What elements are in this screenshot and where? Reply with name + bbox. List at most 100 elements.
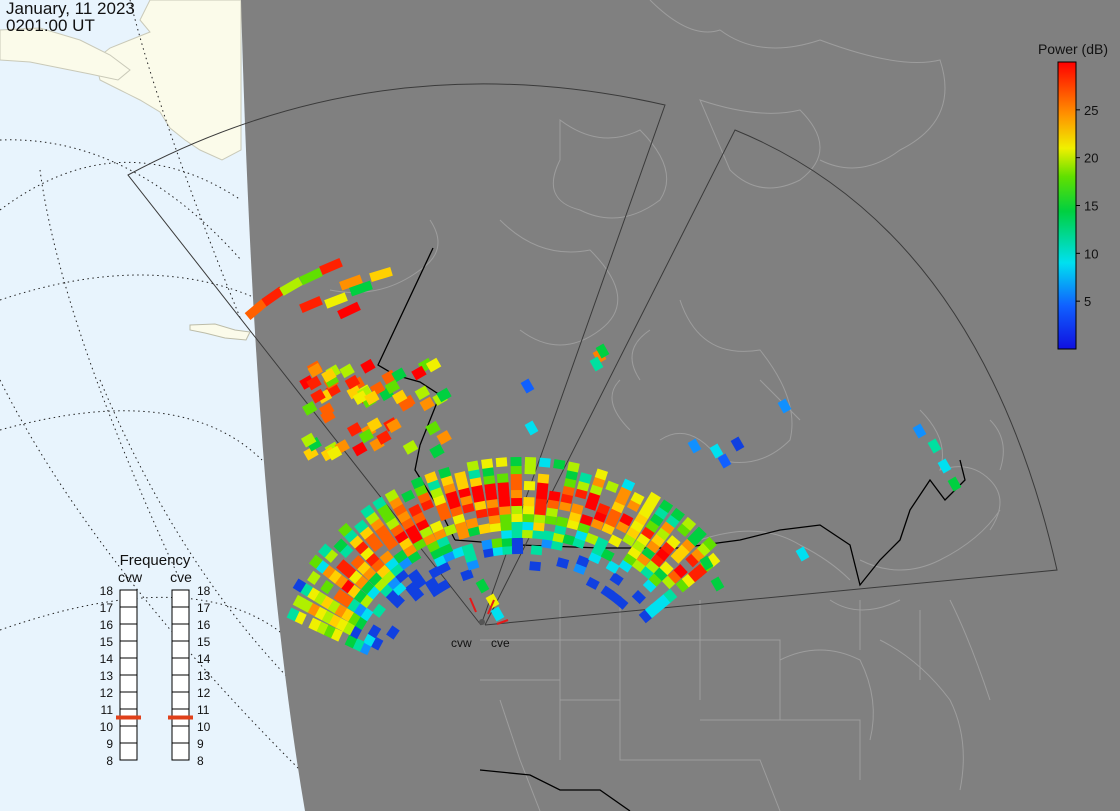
echo-cell xyxy=(702,536,717,551)
echo-cell xyxy=(308,554,323,569)
echo-cell xyxy=(410,476,425,490)
cve-frequency-cell xyxy=(171,623,190,642)
cve-frequency-tick: 11 xyxy=(197,703,210,717)
echo-cell xyxy=(386,418,402,434)
echo-cell xyxy=(359,593,374,609)
echo-cell xyxy=(576,555,590,568)
colorbar-tick-label: 25 xyxy=(1084,103,1098,118)
cvw-frequency-tick: 16 xyxy=(100,618,114,632)
echo-cell xyxy=(472,491,485,503)
echo-cell xyxy=(642,498,657,513)
echo-cell xyxy=(356,560,371,575)
echo-cell xyxy=(523,480,536,491)
echo-cell xyxy=(645,559,660,574)
echo-cell xyxy=(594,536,609,550)
echo-cell xyxy=(544,514,557,526)
cve-frequency-cell xyxy=(171,674,190,693)
echo-cell xyxy=(651,598,666,614)
cve-frequency-marker xyxy=(168,715,193,720)
echo-cell xyxy=(496,473,509,484)
echo-cell xyxy=(401,489,416,503)
cvw-frequency-cell xyxy=(119,674,138,693)
echo-cell xyxy=(492,545,505,557)
echo-cell xyxy=(547,498,560,510)
echo-cell xyxy=(570,503,584,515)
echo-cell xyxy=(398,536,413,551)
echo-cell xyxy=(465,517,479,530)
echo-cell xyxy=(529,561,541,572)
echo-cell xyxy=(342,564,357,579)
echo-cell xyxy=(339,544,354,559)
cve-frequency-tick: 15 xyxy=(197,635,211,649)
echo-cell xyxy=(384,536,399,551)
echo-cell xyxy=(369,266,393,283)
night-side xyxy=(241,0,1120,811)
echo-cell xyxy=(398,556,413,571)
echo-cell xyxy=(562,484,575,496)
echo-cell xyxy=(563,477,577,489)
echo-cell xyxy=(589,356,604,372)
echo-cell xyxy=(661,541,676,556)
echo-cell xyxy=(400,394,416,410)
echo-cell xyxy=(641,545,656,560)
echo-cell xyxy=(642,578,658,593)
echo-cell xyxy=(286,607,300,622)
echo-cell xyxy=(555,516,569,528)
echo-cell xyxy=(299,296,323,313)
echo-cell xyxy=(536,481,549,492)
cvw-frequency-tick: 15 xyxy=(100,635,114,649)
echo-cell xyxy=(522,504,535,515)
echo-cell xyxy=(344,374,361,390)
echo-cell xyxy=(648,572,663,587)
echo-cell xyxy=(947,476,962,492)
echo-cell xyxy=(320,408,336,424)
cvw-frequency-tick: 13 xyxy=(100,669,114,683)
echo-cell xyxy=(522,512,534,523)
colorbar-tick-label: 15 xyxy=(1084,199,1098,214)
cvw-frequency-cell xyxy=(119,640,138,659)
echo-cell xyxy=(348,569,363,584)
echo-cell xyxy=(927,438,942,454)
echo-cell xyxy=(324,292,348,309)
echo-cell xyxy=(499,505,511,515)
echo-cell xyxy=(623,552,638,567)
echo-cell xyxy=(436,430,452,445)
colorbar-scale xyxy=(1057,61,1077,350)
echo-cell xyxy=(350,555,365,570)
echo-cell xyxy=(681,538,696,553)
echo-cell xyxy=(373,577,388,592)
echo-cell xyxy=(327,569,342,584)
echo-cell xyxy=(619,513,634,527)
echo-cell xyxy=(319,258,343,275)
echo-cell xyxy=(346,598,361,613)
echo-cell xyxy=(389,562,404,577)
echo-cell xyxy=(661,574,677,590)
echo-cell xyxy=(524,420,539,436)
echo-cell xyxy=(306,375,322,391)
cve-frequency-cell xyxy=(171,657,190,676)
echo-cell xyxy=(349,280,373,297)
echo-cell xyxy=(501,537,514,547)
echo-cell xyxy=(478,523,491,535)
echo-cell xyxy=(411,365,427,381)
echo-cell xyxy=(466,460,480,472)
echo-cell xyxy=(359,607,374,622)
echo-cell xyxy=(374,523,389,538)
echo-cell xyxy=(579,514,594,527)
echo-cell xyxy=(550,539,564,551)
echo-cell xyxy=(511,528,523,539)
echo-cell xyxy=(425,420,441,436)
echo-cell xyxy=(532,529,544,540)
echo-cell xyxy=(542,530,555,541)
echo-cell xyxy=(706,552,721,567)
date-label: January, 11 2023 xyxy=(6,0,135,18)
echo-cell xyxy=(348,534,364,549)
echo-cell xyxy=(656,526,671,541)
echo-cell xyxy=(425,357,442,373)
echo-cell xyxy=(429,520,444,534)
echo-cell xyxy=(407,550,422,564)
cvw-frequency-marker xyxy=(116,715,141,720)
echo-cell xyxy=(483,474,496,485)
echo-cell xyxy=(687,568,702,583)
